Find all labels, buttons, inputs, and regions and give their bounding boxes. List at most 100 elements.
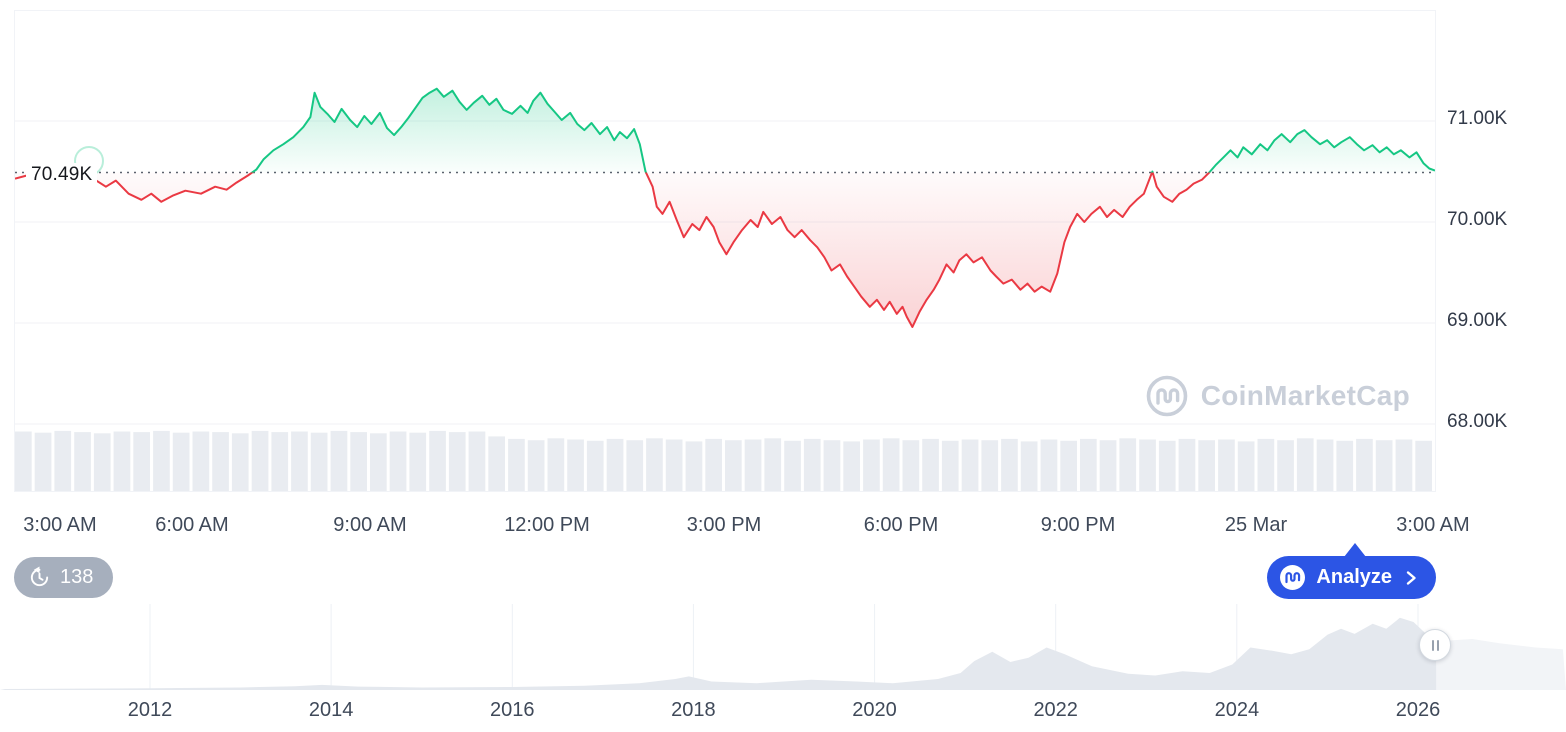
x-axis-label: 9:00 PM xyxy=(1040,514,1116,536)
volume-bar xyxy=(93,433,111,491)
volume-bar xyxy=(1119,438,1137,491)
navigator-year-label: 2018 xyxy=(671,699,716,721)
history-count-badge[interactable]: 138 xyxy=(14,557,114,598)
volume-bar xyxy=(547,438,565,491)
x-axis-label: 6:00 AM xyxy=(155,514,229,536)
volume-bar xyxy=(1158,440,1176,491)
y-axis-label: 68.00K xyxy=(1447,411,1508,432)
volume-bar xyxy=(310,432,328,491)
area-below-baseline xyxy=(15,172,1435,327)
volume-bar xyxy=(1356,438,1373,491)
x-axis-label: 3:00 AM xyxy=(1396,514,1470,536)
volume-bar xyxy=(429,430,446,491)
x-axis-label: 12:00 PM xyxy=(504,514,590,536)
volume-bar xyxy=(271,432,289,491)
volume-bar xyxy=(330,430,348,491)
x-axis-label: 3:00 AM xyxy=(23,514,97,536)
volume-bar xyxy=(567,439,584,491)
volume-bar xyxy=(961,439,979,491)
volume-bar xyxy=(1099,440,1117,491)
volume-bar xyxy=(843,441,860,491)
coinmarketcap-logo-icon xyxy=(1280,565,1306,590)
y-axis-label: 71.00K xyxy=(1447,108,1508,129)
volume-bar xyxy=(1040,439,1058,491)
x-axis-label: 9:00 AM xyxy=(333,514,407,536)
volume-bar xyxy=(34,432,52,491)
navigator-year-label: 2022 xyxy=(1033,699,1078,721)
volume-bar xyxy=(409,432,427,491)
volume-bar xyxy=(133,432,150,491)
volume-bar xyxy=(468,431,486,491)
volume-bar xyxy=(606,438,624,491)
volume-bar xyxy=(291,431,308,491)
volume-bar xyxy=(1316,439,1334,491)
slider-handle-icon xyxy=(1431,639,1434,651)
x-axis-label: 3:00 PM xyxy=(686,514,762,536)
volume-bar xyxy=(54,430,72,491)
navigator-year-label: 2014 xyxy=(308,699,354,721)
volume-bar xyxy=(646,438,663,491)
volume-bar xyxy=(586,440,604,491)
volume-bar xyxy=(1415,440,1432,491)
volume-bar xyxy=(1296,438,1314,491)
volume-bar xyxy=(488,436,505,491)
volume-bar xyxy=(1375,440,1393,491)
price-chart-svg[interactable] xyxy=(15,11,1435,491)
current-price-badge: 70.50K xyxy=(1455,159,1516,179)
coinmarketcap-logo-icon xyxy=(1146,375,1188,417)
volume-bar xyxy=(1336,440,1354,491)
volume-bar xyxy=(192,431,210,491)
volume-bar xyxy=(882,438,900,491)
volume-bar xyxy=(1277,440,1294,491)
range-slider-handle[interactable] xyxy=(1419,629,1451,661)
volume-bar xyxy=(389,431,407,491)
main-chart[interactable] xyxy=(14,10,1436,492)
price-line-up xyxy=(250,87,1435,173)
analyze-pointer xyxy=(1344,543,1366,557)
volume-bar xyxy=(1139,439,1156,491)
watermark: CoinMarketCap xyxy=(1145,374,1410,418)
analyze-label: Analyze xyxy=(1316,566,1392,588)
watermark-text: CoinMarketCap xyxy=(1200,380,1410,411)
volume-bar xyxy=(15,431,32,491)
volume-bar xyxy=(941,440,959,491)
volume-bar xyxy=(665,439,683,491)
navigator-year-label: 2012 xyxy=(127,699,173,721)
volume-bar xyxy=(74,432,91,491)
history-icon xyxy=(30,566,49,587)
volume-bar xyxy=(1020,441,1038,491)
history-count: 138 xyxy=(60,566,94,588)
volume-bar xyxy=(764,438,782,491)
volume-bar xyxy=(902,440,920,491)
navigator-year-label: 2016 xyxy=(490,699,535,721)
x-axis: 3:00 AM 6:00 AM 9:00 AM 12:00 PM 3:00 PM 6:00… xyxy=(0,514,1566,542)
volume-bar xyxy=(626,440,644,491)
volume-bar xyxy=(744,439,762,491)
range-navigator[interactable] xyxy=(0,604,1566,690)
volume-bar xyxy=(527,440,545,491)
volume-bar xyxy=(1178,438,1196,491)
navigator-chart-svg[interactable] xyxy=(0,604,1566,690)
volume-bar xyxy=(370,433,387,491)
volume-bar xyxy=(1218,439,1235,491)
baseline-price-label: 70.49K xyxy=(26,163,98,187)
volume-bar xyxy=(1237,441,1255,491)
volume-bar xyxy=(153,430,170,491)
volume-bar xyxy=(685,441,703,491)
volume-bar xyxy=(823,440,841,491)
x-axis-label: 25 Mar xyxy=(1224,514,1288,536)
analyze-button[interactable]: Analyze xyxy=(1267,556,1436,599)
volume-bar xyxy=(705,438,722,491)
volume-bar xyxy=(1060,440,1077,491)
price-line-down xyxy=(15,172,1211,328)
volume-bar xyxy=(981,440,999,491)
volume-bar xyxy=(1198,440,1215,491)
volume-bar xyxy=(863,439,880,491)
volume-bar xyxy=(725,440,742,491)
volume-bar xyxy=(448,432,466,491)
volume-bar xyxy=(1257,438,1275,491)
y-axis-label: 69.00K xyxy=(1447,310,1508,331)
navigator-year-label: 2024 xyxy=(1214,699,1260,721)
navigator-x-axis: 2012 2014 2016 2018 2020 2022 2024 2026 xyxy=(0,699,1566,725)
